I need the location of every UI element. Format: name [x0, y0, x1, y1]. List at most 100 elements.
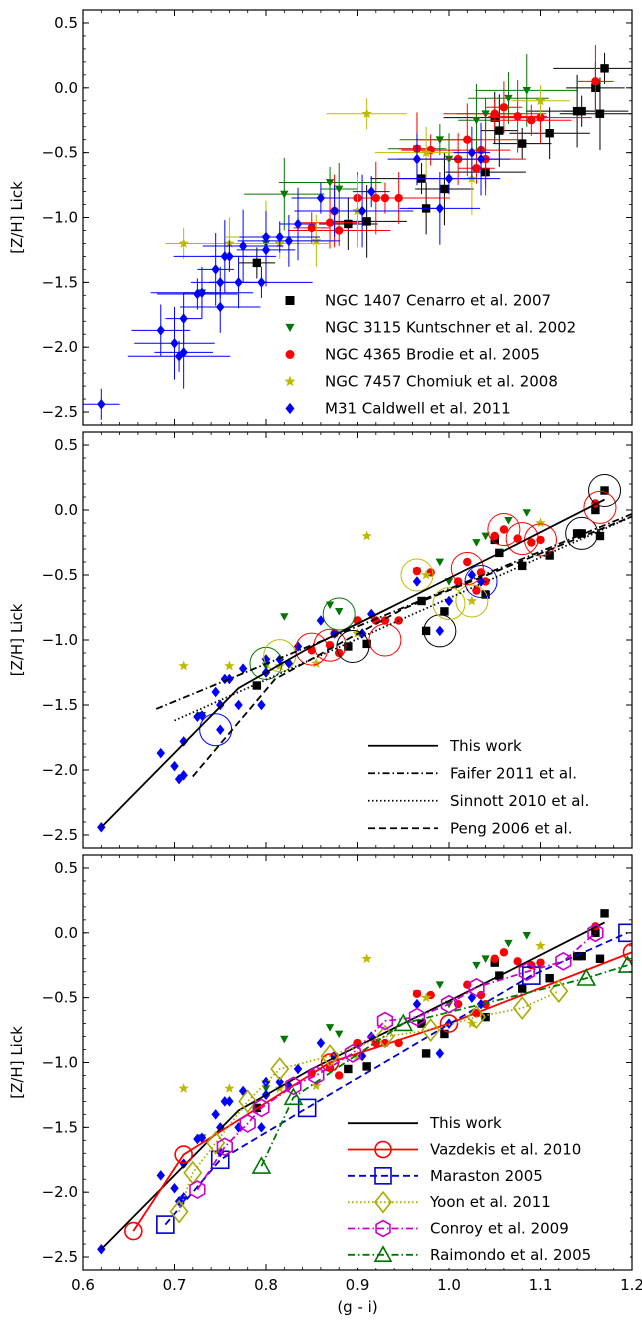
highlight-circle: [423, 614, 457, 648]
data-point: [275, 231, 284, 243]
series-marker: [555, 951, 572, 971]
axes-frame: [82, 854, 633, 1271]
data-point: [591, 505, 600, 515]
data-point: [504, 94, 513, 103]
data-point: [572, 529, 582, 538]
data-point: [220, 1096, 230, 1107]
data-point: [352, 1050, 363, 1061]
data-point: [311, 657, 322, 668]
data-point: [466, 595, 478, 606]
legend-label: NGC 3115 Kuntschner et al. 2002: [325, 319, 576, 337]
legend-label: This work: [429, 1114, 502, 1132]
legend-marker: [285, 323, 295, 332]
data-point: [577, 529, 586, 538]
data-point: [513, 112, 522, 121]
series-marker: [308, 1066, 325, 1085]
data-point: [238, 663, 248, 674]
data-point: [444, 595, 454, 607]
series-line: [178, 990, 560, 1212]
series-line: [132, 951, 632, 1232]
series-marker: [421, 1018, 441, 1042]
legend: NGC 1407 Cenarro et al. 2007 NGC 3115 Kun…: [280, 287, 630, 422]
data-point: [535, 95, 546, 106]
legend-label: NGC 4365 Brodie et al. 2005: [325, 346, 540, 364]
legend-label: Yoon et al. 2011: [429, 1193, 551, 1211]
data-point: [216, 301, 225, 313]
series-line: [260, 964, 628, 1167]
data-point: [352, 205, 363, 216]
series-marker: [549, 979, 569, 1004]
highlight-circle: [583, 490, 617, 524]
highlight-circle: [450, 552, 484, 585]
highlight-circle: [322, 597, 356, 631]
series-marker: [587, 923, 604, 943]
data-point: [170, 760, 179, 772]
legend-marker: [374, 1140, 392, 1159]
y-tick-label: −2.5: [42, 1248, 78, 1266]
data-point: [225, 251, 234, 262]
data-point: [463, 135, 472, 144]
y-axis-label: [Z/H] Lick: [8, 603, 26, 676]
data-point: [179, 769, 188, 781]
series-marker: [251, 1156, 272, 1174]
y-tick-label: −1.0: [42, 631, 78, 649]
series-marker: [297, 1098, 317, 1118]
legend-background: [340, 1110, 630, 1268]
data-point: [316, 1037, 326, 1049]
data-point: [362, 639, 371, 649]
data-point: [252, 258, 262, 268]
series-marker: [468, 977, 485, 997]
legend-marker: [374, 1167, 392, 1185]
data-point: [435, 1048, 445, 1059]
x-tick-label: 0.7: [163, 1276, 187, 1294]
data-point: [481, 955, 490, 963]
data-point: [344, 642, 353, 651]
series-marker: [174, 1145, 193, 1164]
data-point: [361, 108, 372, 119]
data-point: [261, 1076, 271, 1088]
legend-label: NGC 1407 Cenarro et al. 2007: [325, 292, 551, 310]
y-tick-label: 0.5: [54, 436, 78, 454]
axes-frame: [82, 9, 633, 426]
data-point: [472, 539, 481, 547]
data-point: [595, 109, 605, 118]
data-point: [362, 1062, 371, 1071]
data-point: [499, 948, 509, 957]
y-tick-label: −2.0: [42, 338, 78, 356]
data-point: [481, 532, 490, 541]
data-point: [275, 1076, 284, 1088]
data-point: [476, 153, 486, 165]
plot-area: [83, 45, 632, 420]
data-point: [344, 219, 353, 229]
y-tick-label: −2.0: [42, 761, 78, 779]
y-tick-label: 0.0: [54, 501, 78, 519]
y-tick-label: 0.0: [54, 924, 78, 942]
data-point: [178, 660, 189, 671]
data-point: [280, 1035, 289, 1044]
data-point: [225, 1096, 234, 1107]
y-tick-label: −0.5: [42, 989, 78, 1007]
series-marker: [518, 962, 535, 982]
data-point: [170, 338, 179, 349]
series-marker: [283, 1087, 304, 1106]
legend-label: Raimondo et al. 2005: [430, 1246, 591, 1264]
data-point: [216, 724, 225, 735]
series-marker: [344, 1043, 362, 1063]
data-point: [224, 660, 235, 671]
data-point: [463, 557, 472, 567]
series-marker: [206, 1131, 226, 1155]
data-point: [595, 531, 605, 541]
x-tick-label: 1.2: [620, 1276, 642, 1294]
data-point: [156, 1170, 165, 1181]
legend-marker: [373, 1190, 393, 1214]
data-point: [522, 932, 531, 940]
legend-label: Maraston 2005: [430, 1167, 543, 1185]
data-point: [518, 139, 527, 148]
data-point: [518, 984, 527, 993]
series-line: [174, 515, 632, 722]
data-point: [435, 981, 445, 989]
data-point: [216, 1122, 225, 1133]
data-point: [472, 164, 481, 173]
legend-marker: [285, 350, 295, 359]
series-line: [100, 498, 605, 828]
